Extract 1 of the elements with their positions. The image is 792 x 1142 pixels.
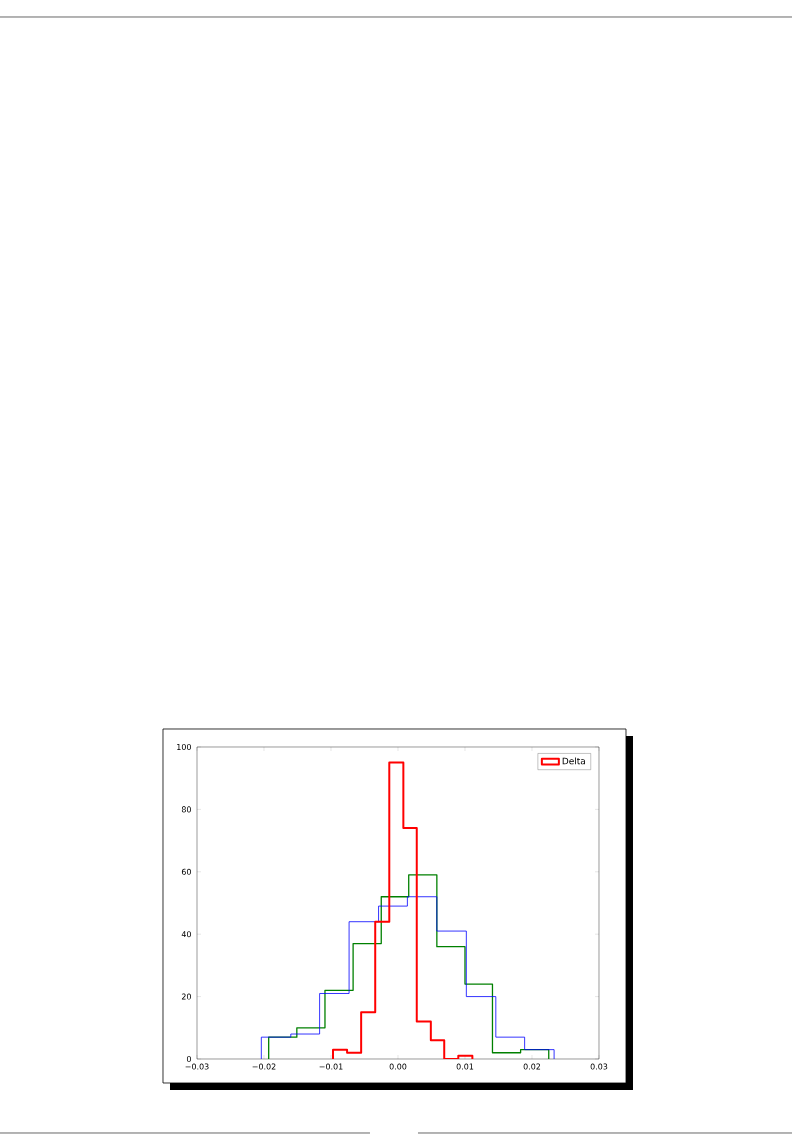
legend-label: Delta bbox=[562, 757, 585, 765]
